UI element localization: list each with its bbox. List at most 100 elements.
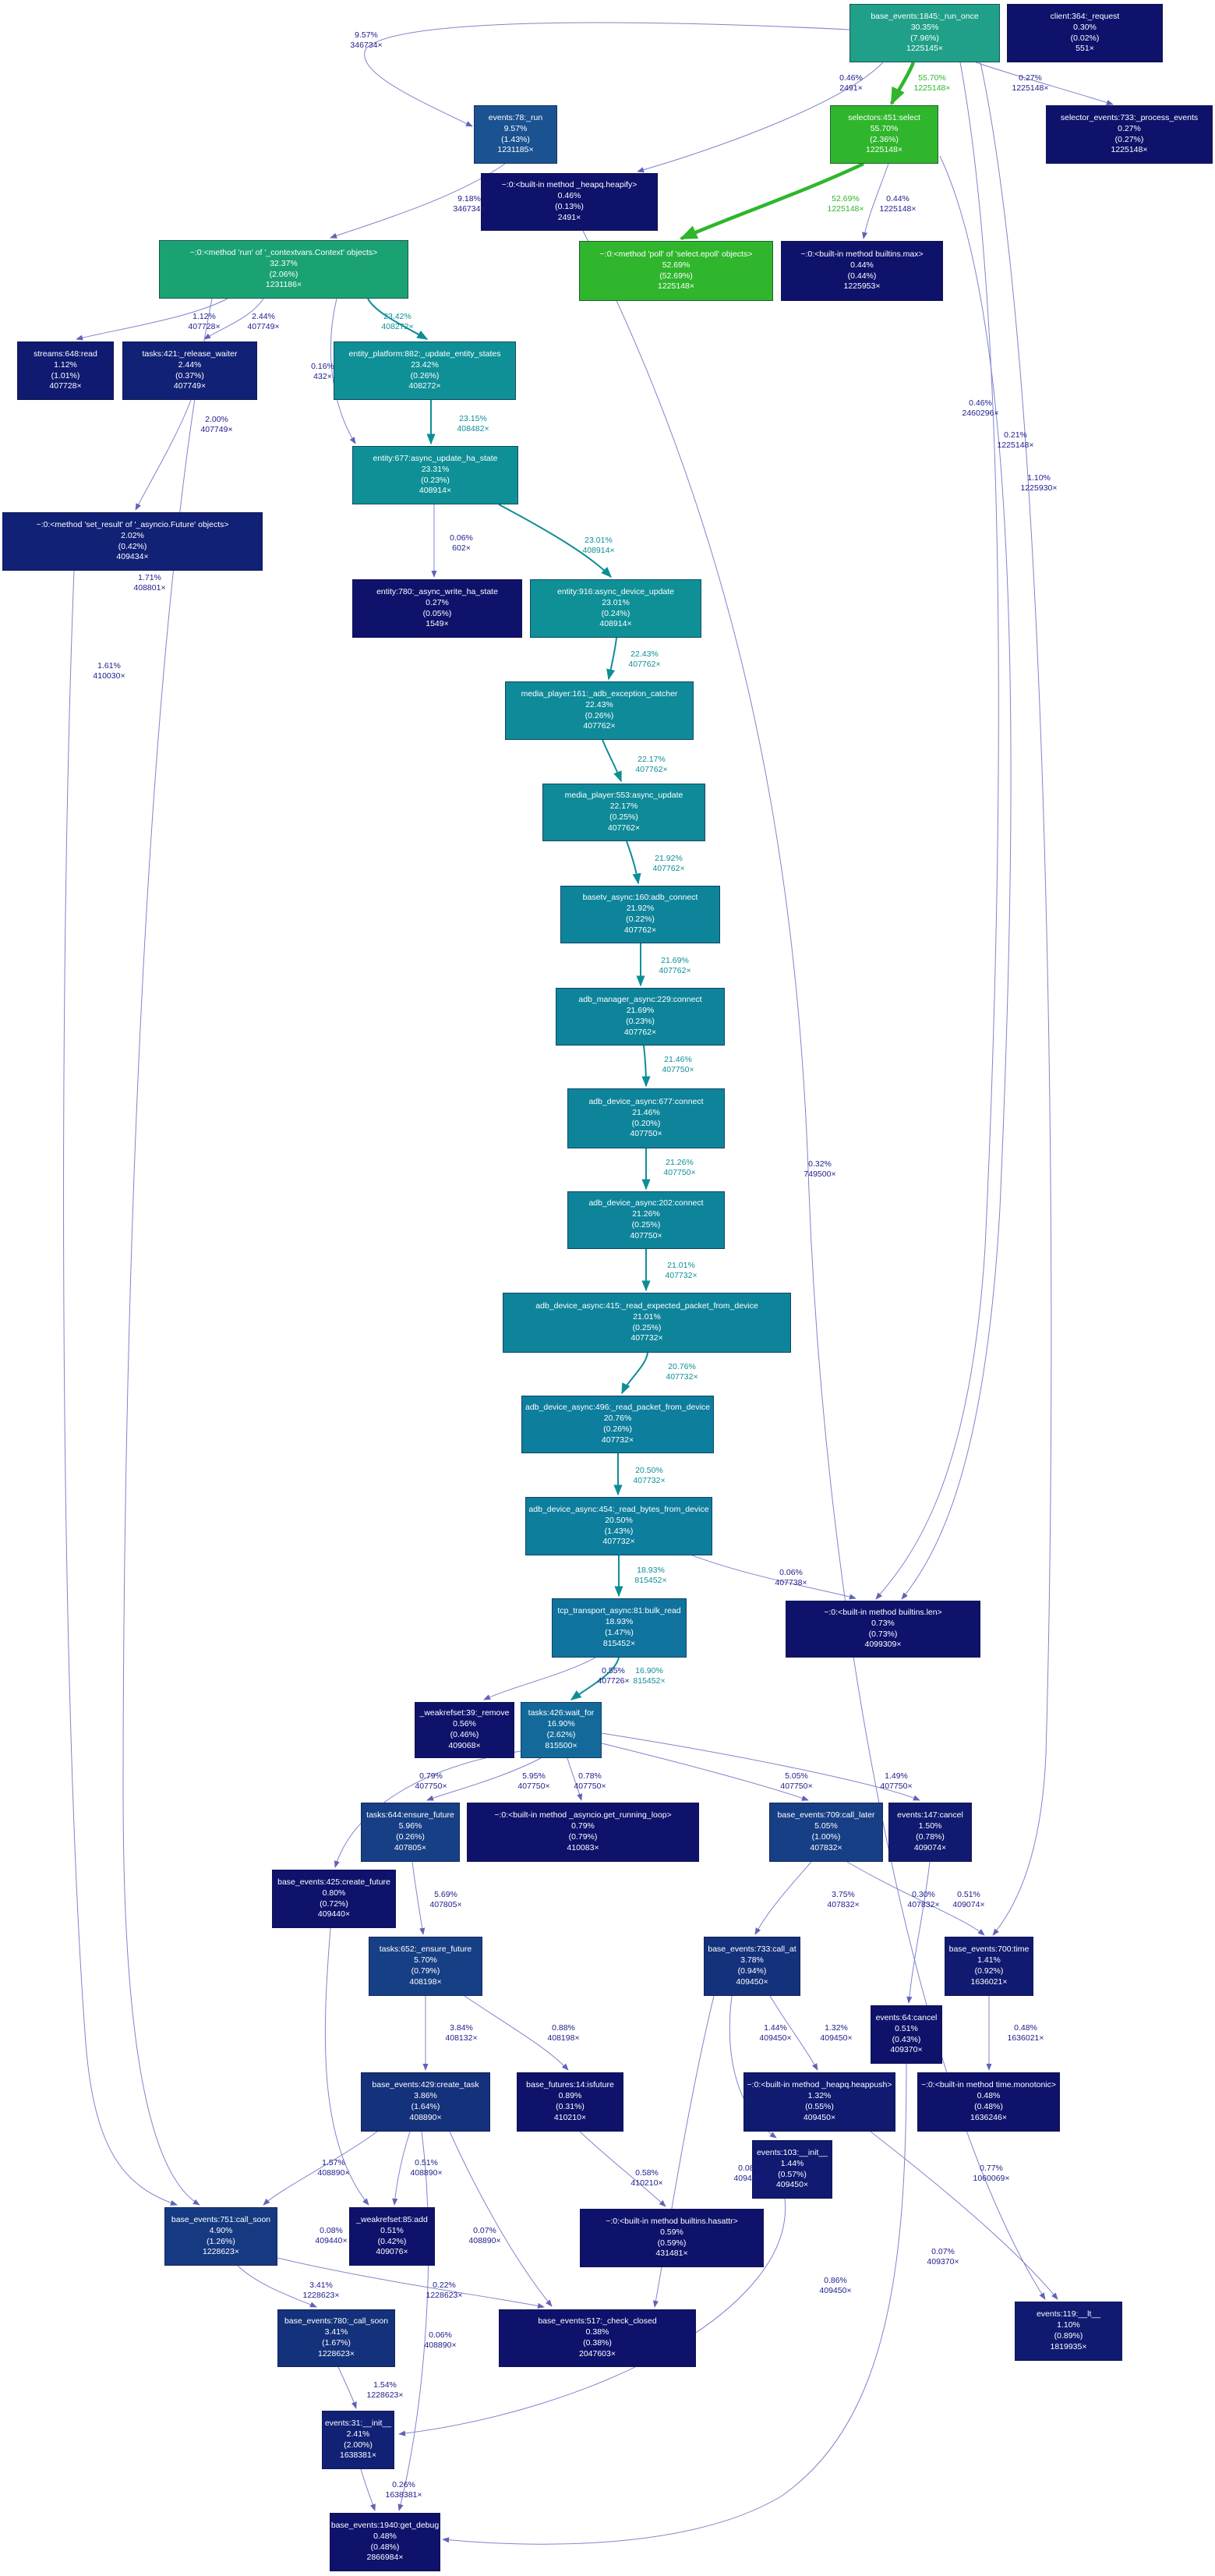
edge-adbmgr229-to-adb677	[641, 1045, 651, 1088]
node-call-count: 410083×	[567, 1842, 599, 1852]
edge-paths	[63, 22, 1114, 2545]
node-call-count: 815500×	[545, 1740, 577, 1750]
node-total-pct: 21.26%	[632, 1209, 660, 1219]
node-total-pct: 18.93%	[605, 1617, 634, 1627]
node-total-pct: 3.41%	[324, 2327, 348, 2337]
node-add85: _weakrefset:85:add 0.51% (0.42%) 409076×	[349, 2207, 435, 2266]
node-self-pct: (0.26%)	[585, 710, 614, 720]
node-release421: tasks:421:_release_waiter 2.44% (0.37%) 407…	[122, 341, 257, 400]
node-total-pct: 3.86%	[414, 2091, 437, 2101]
node-title: tcp_transport_async:81:bulk_read	[557, 1606, 681, 1616]
node-total-pct: 5.70%	[414, 1955, 437, 1966]
node-title: media_player:553:async_update	[564, 791, 683, 801]
node-call-count: 431481×	[655, 2249, 688, 2259]
edge-label-entity916-to-mp161: 22.43% 407762×	[628, 649, 661, 669]
node-title: events:78:_run	[488, 112, 543, 122]
node-client364: client:364:_request 0.30% (0.02%) 551×	[1007, 4, 1163, 62]
node-streams648: streams:648:read 1.12% (1.01%) 407728×	[17, 341, 114, 400]
node-title: ~:0:<method 'set_result' of '_asyncio.Fu…	[36, 519, 229, 529]
node-call-count: 1231186×	[265, 280, 302, 290]
node-title: base_events:1845:_run_once	[871, 11, 979, 21]
node-call-count: 407732×	[602, 1537, 635, 1547]
edge-label-select451-to-max: 0.44% 1225148×	[879, 193, 917, 214]
node-title: base_events:709:call_later	[777, 1810, 875, 1821]
node-self-pct: (0.48%)	[370, 2542, 400, 2552]
node-self-pct: (0.26%)	[410, 370, 440, 380]
node-self-pct: (0.55%)	[805, 2102, 834, 2111]
node-call-count: 1819935×	[1050, 2341, 1087, 2351]
edge-entity916-to-mp161	[606, 637, 617, 681]
node-self-pct: (0.44%)	[847, 271, 877, 281]
node-mp161: media_player:161:_adb_exception_catcher 2…	[505, 681, 694, 740]
edge-label-ctxrun-to-streams648: 1.12% 407728×	[188, 311, 221, 331]
node-title: ~:0:<built-in method builtins.max>	[800, 249, 924, 259]
node-adb415: adb_device_async:415:_read_expected_pack…	[503, 1293, 791, 1353]
node-call-count: 408914×	[599, 619, 632, 629]
node-call-count: 551×	[1075, 44, 1094, 54]
node-total-pct: 0.44%	[850, 260, 874, 270]
edge-label-run_once-to-len: 0.46% 2460296×	[962, 398, 999, 418]
node-self-pct: (0.72%)	[320, 1898, 348, 1909]
node-call-count: 407732×	[601, 1435, 634, 1445]
edge-label-bulk81-to-waitfor426: 16.90% 815452×	[633, 1665, 666, 1686]
node-len: ~:0:<built-in method builtins.len> 0.73%(…	[786, 1601, 980, 1658]
node-bulk81: tcp_transport_async:81:bulk_read 18.93% (1…	[552, 1598, 687, 1658]
node-max: ~:0:<built-in method builtins.max> 0.44%(…	[781, 241, 943, 301]
edge-label-select451-to-len: 0.21% 1225148×	[997, 430, 1034, 450]
edge-label-adb496-to-adb454: 20.50% 407732×	[633, 1465, 666, 1485]
node-title: basetv_async:160:adb_connect	[582, 893, 698, 903]
edge-label-adbmgr229-to-adb677: 21.46% 407750×	[662, 1054, 694, 1074]
node-self-pct: (2.00%)	[344, 2440, 373, 2450]
node-self-pct: (0.59%)	[657, 2238, 687, 2248]
node-total-pct: 21.69%	[626, 1006, 655, 1016]
node-call-count: 1228623×	[202, 2247, 239, 2257]
node-call-count: 409450×	[803, 2112, 836, 2122]
node-total-pct: 5.05%	[814, 1821, 838, 1831]
node-call-count: 409450×	[736, 1976, 768, 1987]
node-call-count: 408272×	[408, 381, 441, 391]
node-call-count: 409434×	[116, 552, 149, 562]
node-ctxrun: ~:0:<method 'run' of '_contextvars.Conte…	[159, 240, 408, 299]
node-adb496: adb_device_async:496:_read_packet_from_d…	[521, 1396, 714, 1453]
node-run78: events:78:_run 9.57% (1.43%) 1231185×	[474, 105, 557, 164]
edge-label-select451-to-poll: 52.69% 1225148×	[827, 193, 864, 214]
node-self-pct: (0.46%)	[450, 1730, 479, 1739]
edge-cancel147-to-cancel64	[906, 1861, 931, 2004]
edge-init31-to-get_debug1940	[360, 2468, 376, 2511]
node-total-pct: 0.51%	[895, 2023, 918, 2033]
node-self-pct: (1.26%)	[207, 2236, 235, 2246]
node-total-pct: 2.41%	[346, 2429, 370, 2439]
edge-label-ensure652-to-isfuture14: 0.88% 408198×	[547, 2022, 580, 2043]
node-select451: selectors:451:select 55.70% (2.36%) 1225148…	[830, 105, 938, 164]
edge-label-entity677-to-entity916: 23.01% 408914×	[582, 535, 615, 555]
node-title: events:31:__init__	[324, 2418, 392, 2428]
node-self-pct: (0.79%)	[411, 1966, 440, 1976]
edge-label-cancel64-to-get_debug1940: 0.07% 409370×	[927, 2246, 959, 2266]
node-self-pct: (0.57%)	[778, 2169, 807, 2179]
node-self-pct: (0.79%)	[568, 1832, 598, 1842]
node-get_debug1940: base_events:1940:get_debug 0.48% (0.48%) 28…	[330, 2513, 440, 2571]
node-total-pct: 0.48%	[977, 2091, 1001, 2101]
edge-label-waitfor426-to-getloop: 0.78% 407750×	[574, 1771, 606, 1791]
node-self-pct: (0.02%)	[1070, 33, 1100, 43]
node-self-pct: (2.06%)	[269, 269, 298, 279]
node-total-pct: 20.50%	[605, 1515, 633, 1525]
node-isfuture14: base_futures:14:isfuture 0.89% (0.31%) 4102…	[517, 2072, 623, 2132]
node-title: base_events:780:_call_soon	[284, 2316, 389, 2327]
node-title: media_player:161:_adb_exception_catcher	[521, 688, 678, 699]
node-call-count: 407762×	[623, 925, 657, 935]
node-title: events:103:__init__	[756, 2147, 828, 2157]
node-self-pct: (0.42%)	[118, 541, 147, 551]
node-total-pct: 1.44%	[780, 2158, 804, 2168]
edge-waitfor426-to-cancel147	[601, 1732, 920, 1801]
node-self-pct: (0.27%)	[1114, 134, 1144, 144]
node-self-pct: (0.23%)	[421, 475, 450, 485]
node-call-count: 1636246×	[970, 2112, 1007, 2122]
node-adb454: adb_device_async:454:_read_bytes_from_de…	[525, 1497, 712, 1555]
node-getloop: ~:0:<built-in method _asyncio.get_runnin…	[467, 1803, 699, 1862]
node-remove39: _weakrefset:39:_remove 0.56% (0.46%) 409068…	[415, 1702, 514, 1758]
node-total-pct: 23.31%	[421, 464, 450, 474]
node-total-pct: 2.44%	[178, 359, 202, 370]
node-total-pct: 0.51%	[380, 2225, 404, 2235]
edge-call_soon780-to-init31	[337, 2366, 357, 2409]
